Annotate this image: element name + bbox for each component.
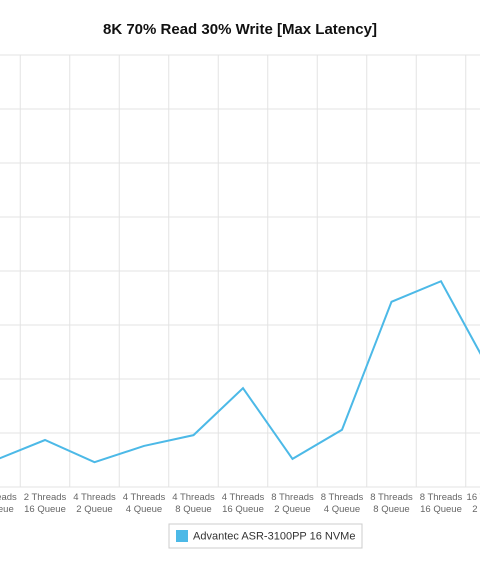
- label-line: 4 Threads: [73, 492, 116, 503]
- label-line: 4 Threads: [222, 492, 265, 503]
- legend-box: [168, 523, 363, 549]
- label-line: 4 Threads: [172, 492, 215, 503]
- label-line: 2 Threads: [24, 492, 67, 503]
- label-line: 8 Threads: [420, 492, 463, 503]
- chart-title: 8K 70% Read 30% Write [Max Latency]: [103, 21, 377, 38]
- legend-label: Advantec ASR-3100PP 16 NVMe: [193, 530, 355, 542]
- x-tick-label: 8 Threads 8 Queue: [370, 492, 413, 515]
- legend-swatch: [176, 530, 188, 542]
- label-line: 2 Queue: [472, 504, 480, 515]
- label-line: 8 Threads: [321, 492, 364, 503]
- x-tick-label: 8 Threads 4 Queue: [321, 492, 364, 515]
- x-tick-label: 4 Threads 16 Queue: [222, 492, 265, 515]
- label-line: 2 Queue: [274, 504, 310, 515]
- label-line: 8 Threads: [370, 492, 413, 503]
- label-line: 4 Queue: [324, 504, 360, 515]
- label-line: 8 Queue: [373, 504, 409, 515]
- x-tick-label: 8 Threads 16 Queue: [420, 492, 463, 515]
- label-line: 8 Queue: [175, 504, 211, 515]
- label-line: 8 Queue: [0, 504, 14, 515]
- x-tick-label: 8 Threads 2 Queue: [271, 492, 314, 515]
- label-line: 2 Queue: [76, 504, 112, 515]
- x-tick-label: 4 Threads 4 Queue: [123, 492, 166, 515]
- x-tick-label: 2 Threads 16 Queue: [24, 492, 67, 515]
- x-tick-label: 4 Threads 2 Queue: [73, 492, 116, 515]
- label-line: 4 Queue: [126, 504, 162, 515]
- label-line: 16 Threads: [467, 492, 480, 503]
- label-line: 16 Queue: [222, 504, 264, 515]
- label-line: 8 Threads: [271, 492, 314, 503]
- x-tick-label: 4 Threads 8 Queue: [172, 492, 215, 515]
- label-line: 16 Queue: [24, 504, 66, 515]
- label-line: 2 Threads: [0, 492, 17, 503]
- label-line: 4 Threads: [123, 492, 166, 503]
- label-line: 16 Queue: [420, 504, 462, 515]
- line: [0, 279, 480, 464]
